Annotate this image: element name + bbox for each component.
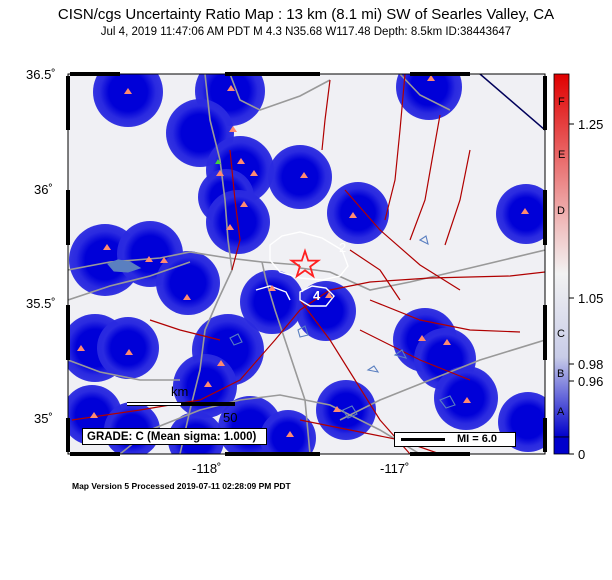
- contour-label: 4: [313, 288, 321, 303]
- lon-label: -118˚: [192, 461, 221, 476]
- colorbar-letter: D: [557, 205, 565, 217]
- map-title: CISN/cgs Uncertainty Ratio Map : 13 km (…: [57, 6, 555, 23]
- colorbar-tick: 1.05: [578, 291, 603, 306]
- scale-value: 50: [223, 410, 238, 425]
- epicenter-star-icon: [288, 248, 322, 279]
- lat-label: 36˚: [34, 182, 53, 197]
- scale-bar: [127, 402, 235, 406]
- mi-legend: MI = 6.0: [394, 432, 516, 447]
- grade-label: GRADE: C (Mean sigma: 1.000): [82, 428, 267, 445]
- colorbar-tick: 0: [578, 447, 585, 462]
- footer-version: Map Version 5 Processed 2019-07-11 02:28…: [72, 481, 291, 491]
- colorbar-letter: F: [558, 96, 565, 108]
- map-frame: [66, 72, 547, 456]
- green-station: [215, 159, 221, 164]
- contour-label: 2: [339, 240, 346, 255]
- roads: [68, 74, 545, 454]
- lat-label: 35˚: [34, 411, 53, 426]
- colorbar-letter: C: [557, 328, 565, 340]
- scale-unit: km: [171, 384, 189, 399]
- water-bodies: [107, 235, 456, 419]
- state-border: [479, 74, 545, 131]
- colorbar-letter: E: [558, 149, 565, 161]
- mi-legend-bar: [401, 438, 445, 441]
- event-details: Jul 4, 2019 11:47:06 AM PDT M 4.3 N35.68…: [100, 26, 512, 38]
- mi-legend-label: MI = 6.0: [457, 433, 498, 445]
- colorbar-tick: 0.98: [578, 357, 603, 372]
- lat-label: 36.5˚: [26, 67, 56, 82]
- colorbar-letter: B: [557, 368, 564, 380]
- lat-label: 35.5˚: [26, 296, 56, 311]
- colorbar-tick: 1.25: [578, 117, 603, 132]
- lon-label: -117˚: [380, 461, 409, 476]
- colorbar-letter: A: [557, 406, 565, 418]
- colorbar: [553, 73, 574, 455]
- seismic-stations: [77, 75, 529, 440]
- contour-lines: [255, 231, 349, 307]
- colorbar-tick: 0.96: [578, 374, 603, 389]
